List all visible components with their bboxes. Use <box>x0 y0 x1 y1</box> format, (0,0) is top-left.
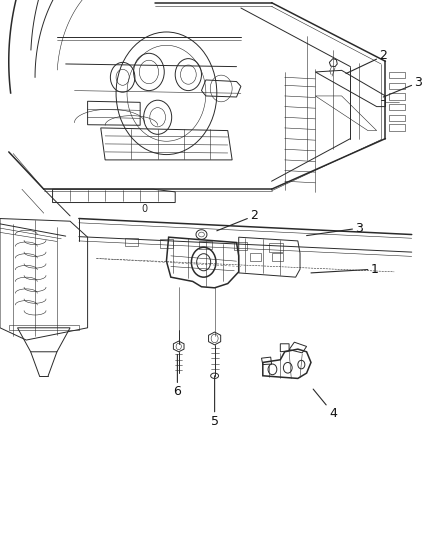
Text: 6: 6 <box>173 354 181 398</box>
Text: 0: 0 <box>141 204 148 214</box>
Bar <box>160 239 173 247</box>
Text: 2: 2 <box>346 50 387 74</box>
Bar <box>250 253 261 261</box>
Text: 3: 3 <box>383 76 422 97</box>
Bar <box>389 83 405 89</box>
Bar <box>389 72 405 78</box>
Text: 5: 5 <box>211 376 219 427</box>
Text: 4: 4 <box>313 389 337 419</box>
Bar <box>389 115 405 121</box>
Bar <box>199 240 212 249</box>
Bar <box>389 93 405 100</box>
Bar <box>125 238 138 246</box>
Bar <box>272 253 283 261</box>
Text: 3: 3 <box>307 222 363 236</box>
Bar <box>269 243 283 252</box>
Text: 1: 1 <box>311 263 378 276</box>
Bar <box>389 124 405 131</box>
Bar <box>389 104 405 110</box>
Text: 2: 2 <box>217 209 258 231</box>
Bar <box>234 242 247 251</box>
